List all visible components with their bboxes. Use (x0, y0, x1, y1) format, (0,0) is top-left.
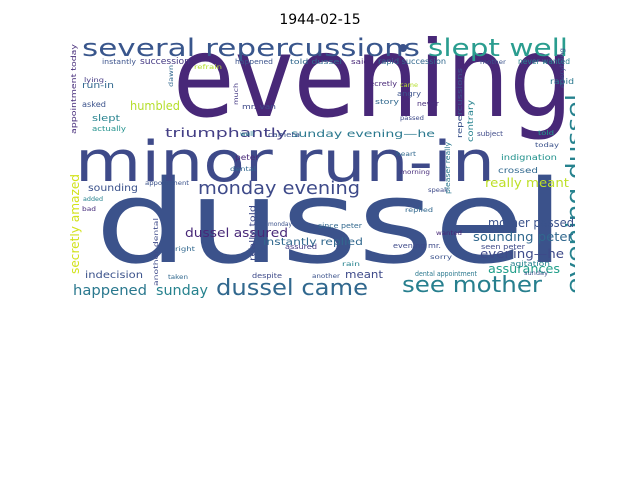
cloud-word: instantly replied (263, 237, 363, 248)
cloud-word: monday evening (198, 178, 360, 199)
cloud-word: subject (477, 130, 503, 138)
cloud-word: never (417, 100, 439, 108)
cloud-word: minor run-in (75, 130, 495, 195)
cloud-word: assurances (488, 262, 560, 276)
cloud-word: speak (428, 187, 449, 194)
cloud-word: bad (82, 206, 96, 213)
cloud-word: well (240, 131, 254, 138)
cloud-word: much (233, 83, 240, 105)
cloud-word: agitation (510, 260, 550, 268)
cloud-word: since peter (318, 222, 362, 230)
cloud-word: see mother (402, 273, 543, 298)
cloud-word: despite (252, 272, 282, 280)
cloud-word: run-in (82, 81, 114, 91)
cloud-word: morning (400, 169, 430, 176)
cloud-word: succession (140, 57, 190, 67)
cloud-word: sunday evening—he (291, 129, 435, 140)
cloud-word: mr. van (242, 103, 276, 111)
cloud-word: repercussions (456, 68, 464, 138)
cloud-word: passed (400, 115, 424, 122)
cloud-word: evening dussel (563, 94, 575, 294)
cloud-word: angry (397, 90, 421, 98)
cloud-word: dawn (168, 65, 175, 87)
word-cloud: evening dussel minor run-in several repercu… (70, 36, 575, 301)
cloud-word: dussel assured (185, 226, 288, 240)
cloud-word: rapid (550, 77, 574, 86)
cloud-word: actually (92, 125, 126, 133)
cloud-word: came (400, 82, 418, 89)
cloud-word: rapid succession (378, 57, 446, 66)
cloud-word: slept (92, 114, 121, 124)
cloud-word: evening mr. (393, 242, 441, 250)
cloud-word: added (83, 196, 103, 203)
cloud-word: evening (173, 36, 573, 143)
cloud-word: happened (235, 58, 273, 66)
cloud-word: sounding (88, 183, 138, 194)
cloud-word: story (375, 98, 399, 106)
cloud-word: never wanted (518, 57, 570, 66)
plot-title: 1944-02-15 (279, 12, 361, 28)
cloud-word: today (535, 142, 560, 149)
cloud-word: secretly amazed (70, 174, 82, 274)
cloud-word: heart (396, 151, 417, 158)
cloud-word: told (538, 130, 554, 137)
cloud-word: rain (342, 261, 360, 268)
cloud-word: secretly (365, 80, 397, 88)
cloud-word: pleaser really (444, 142, 452, 194)
cloud-word: monday (268, 221, 292, 228)
cloud-word: lying (84, 77, 104, 84)
word-separator-dot (399, 44, 407, 52)
cloud-word: rage (309, 256, 327, 263)
cloud-word: humbled (130, 99, 180, 113)
cloud-word: dental appointment (415, 270, 477, 278)
cloud-word: evening—he (480, 247, 564, 261)
cloud-word: dussel (95, 156, 565, 290)
cloud-word: assured (285, 243, 317, 251)
cloud-word: indignation (501, 153, 557, 162)
cloud-word: right (175, 246, 196, 253)
cloud-word: several repercussions (82, 36, 420, 62)
cloud-word: sounding peter (473, 230, 573, 244)
cloud-word: asked (82, 100, 106, 109)
cloud-word: really meant (485, 176, 569, 190)
cloud-word: indecision (85, 270, 143, 281)
cloud-word: dussel came (216, 276, 368, 301)
cloud-word: contrary (466, 100, 475, 142)
cloud-word: appointment today (70, 44, 78, 134)
cloud-word: slept well (428, 36, 568, 62)
cloud-word: replied (405, 207, 433, 214)
cloud-word: wish (248, 247, 266, 254)
cloud-word: another (312, 273, 341, 280)
cloud-word: wanted (436, 230, 462, 237)
cloud-word: crossed (498, 166, 538, 175)
cloud-word: triumphantly (165, 126, 287, 140)
cloud-word: refrain (194, 64, 222, 71)
cloud-word: taken (168, 274, 188, 281)
cloud-word: sunday (156, 283, 208, 299)
cloud-word: seen peter (481, 243, 525, 251)
cloud-word: sorry (430, 254, 453, 261)
cloud-word: mother passed (488, 216, 574, 230)
cloud-word: mother (480, 59, 507, 66)
cloud-word: said (351, 58, 369, 66)
cloud-word: dental (230, 166, 256, 173)
cloud-word: another dental (153, 217, 160, 286)
cloud-word: happened (73, 283, 147, 299)
cloud-word: appointment (145, 180, 190, 187)
cloud-word: everything (559, 48, 566, 88)
cloud-word: instantly (102, 58, 136, 66)
cloud-word: sunday (524, 270, 548, 277)
cloud-word: meant (345, 268, 384, 281)
cloud-word: told dussel (290, 58, 342, 66)
cloud-word: really told (248, 205, 257, 261)
cloud-word: peter (235, 153, 260, 162)
cloud-word: camera (268, 131, 300, 139)
